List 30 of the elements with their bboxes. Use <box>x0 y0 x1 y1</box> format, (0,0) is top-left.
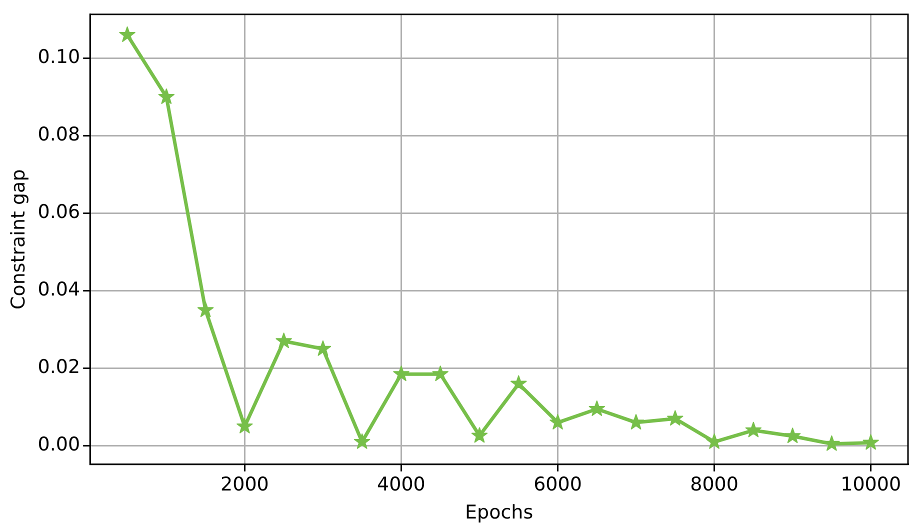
x-tick-label: 6000 <box>534 474 582 496</box>
point <box>784 428 801 444</box>
point <box>862 434 879 450</box>
point <box>667 410 684 426</box>
point <box>276 332 292 348</box>
point <box>393 366 410 382</box>
point <box>119 26 136 42</box>
point <box>197 302 214 318</box>
point <box>432 366 448 382</box>
y-tick-label: 0.08 <box>38 124 80 146</box>
x-tick-label: 10000 <box>840 474 902 496</box>
point <box>510 375 527 391</box>
x-axis-title: Epochs <box>465 502 534 524</box>
x-tick-label: 8000 <box>690 474 738 496</box>
point <box>471 427 488 443</box>
point <box>745 422 762 438</box>
point <box>236 418 253 434</box>
point <box>588 400 605 416</box>
x-tick-label: 4000 <box>377 474 426 496</box>
point <box>314 340 332 356</box>
point <box>158 88 175 104</box>
point <box>354 433 370 449</box>
y-tick-label: 0.02 <box>38 356 80 378</box>
point <box>824 435 840 451</box>
y-tick-label: 0.10 <box>38 46 80 68</box>
y-tick-label: 0.06 <box>38 201 80 224</box>
y-axis-title: Constraint gap <box>7 169 30 310</box>
y-tick-label: 0.04 <box>38 278 80 301</box>
y-tick-label: 0.00 <box>38 434 80 456</box>
x-tick-label: 2000 <box>220 474 269 496</box>
